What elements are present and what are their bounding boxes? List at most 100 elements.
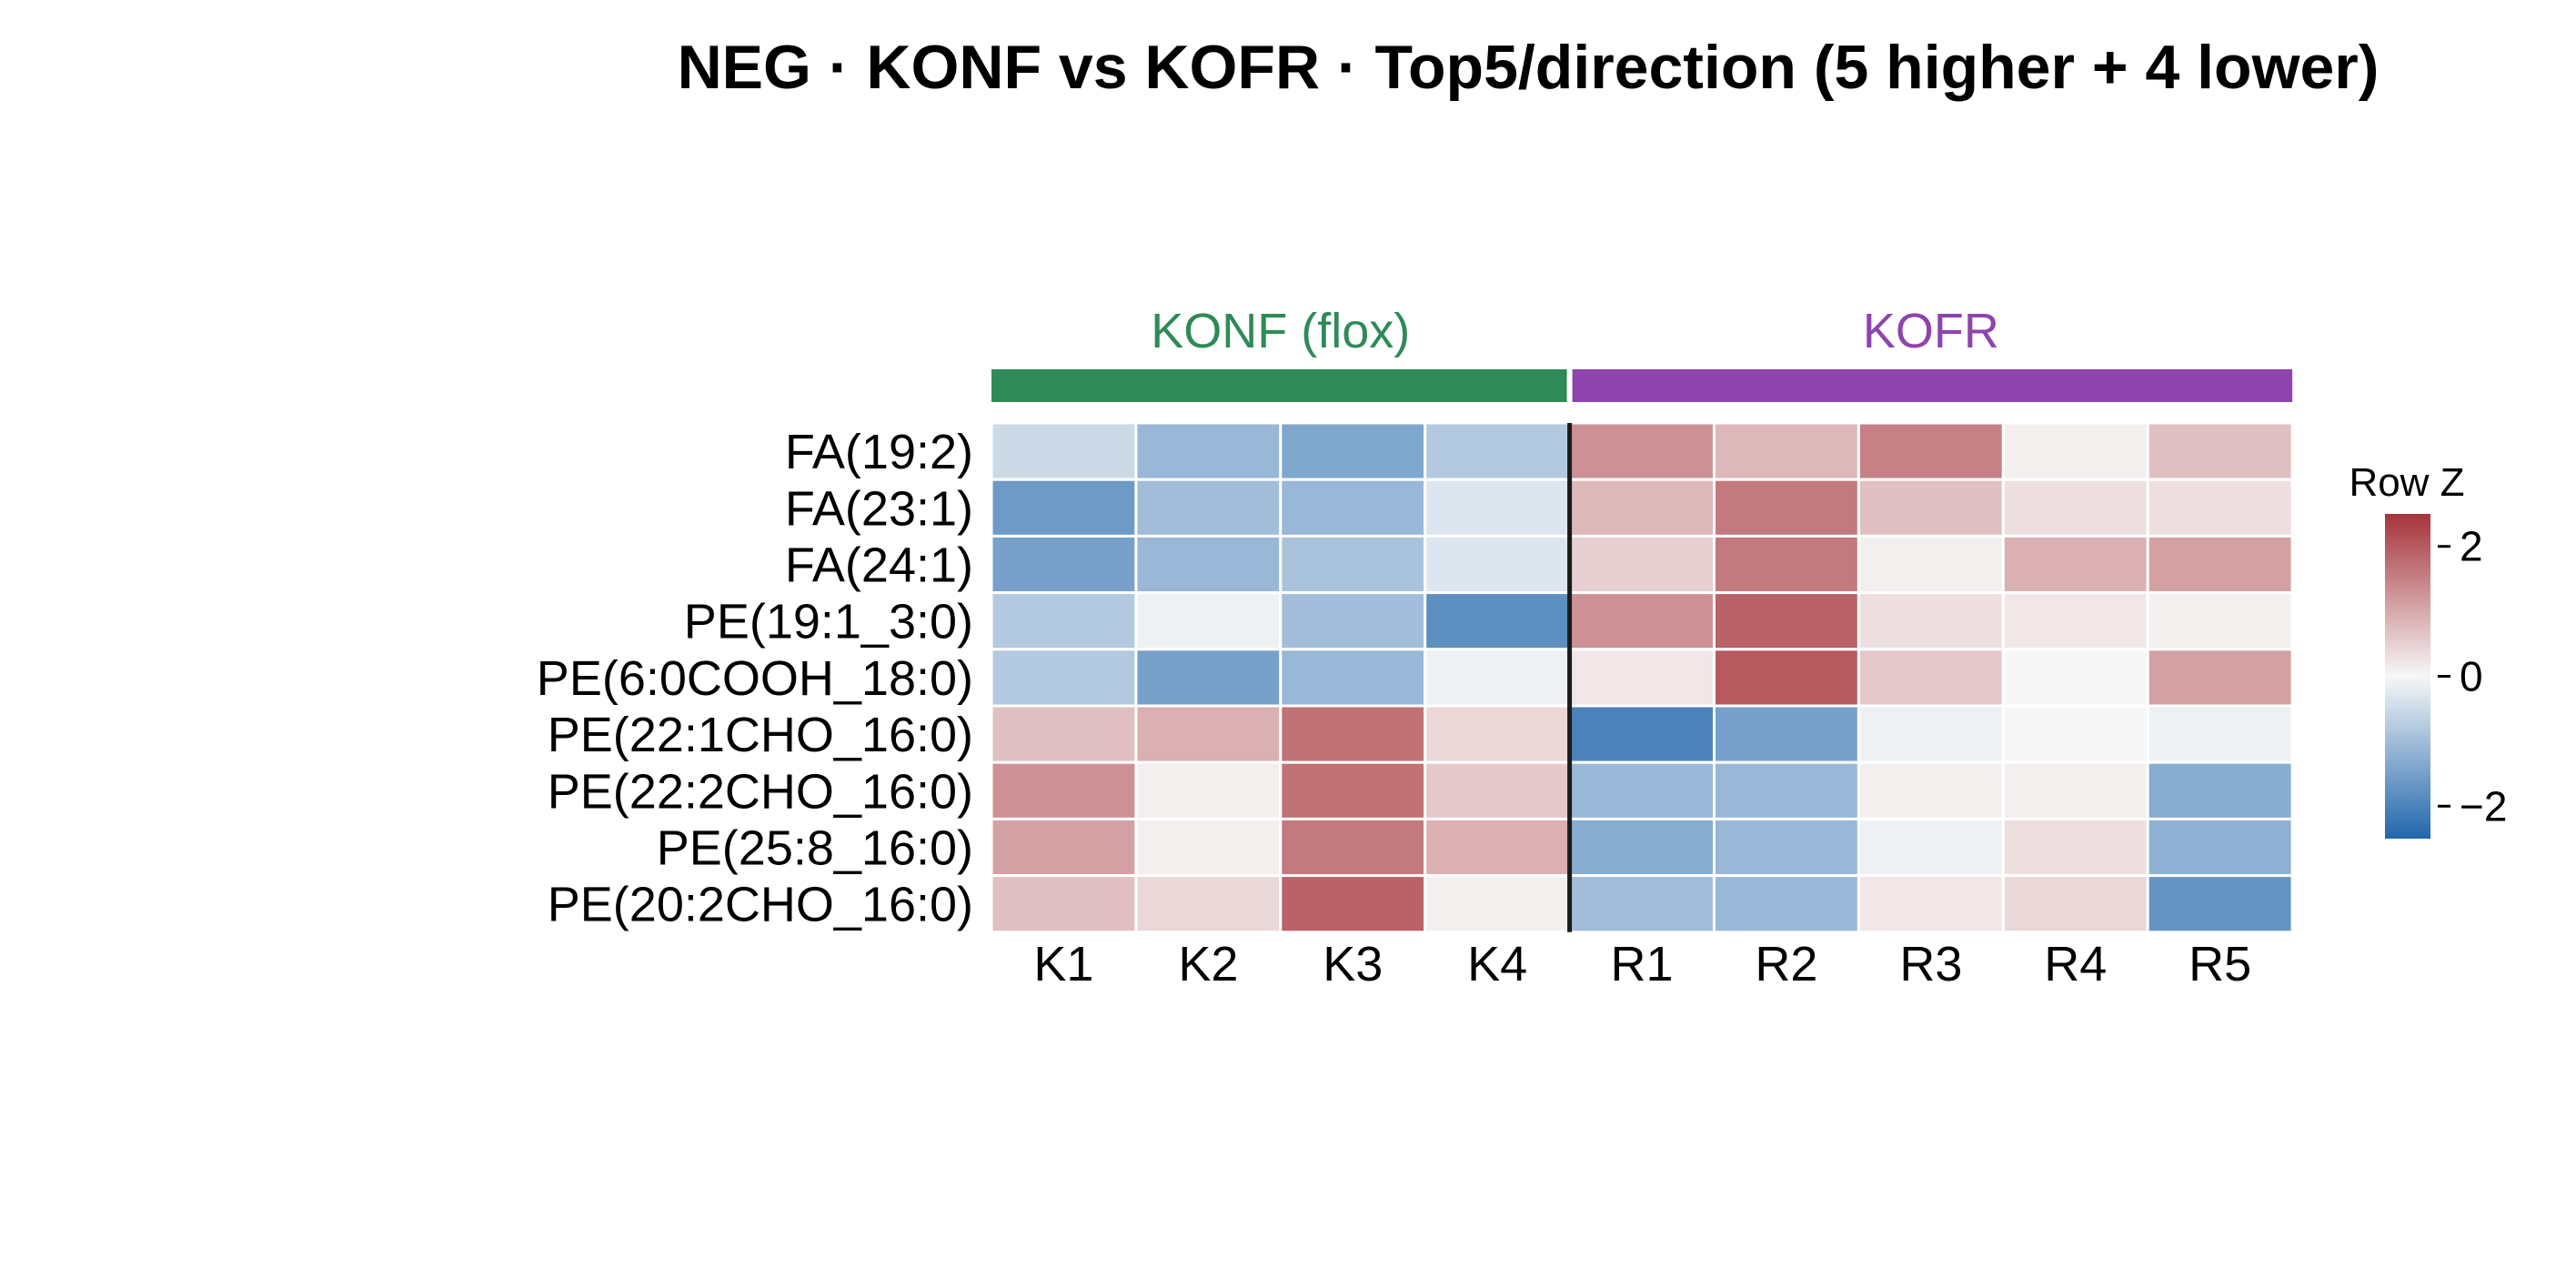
group-label: KOFR (1863, 304, 1999, 358)
heatmap-cell (1279, 478, 1427, 538)
heatmap-cell (1424, 591, 1572, 651)
heatmap-cell (1424, 648, 1572, 708)
heatmap-cell (1279, 591, 1427, 651)
heatmap-cell (1424, 704, 1572, 764)
row-label: PE(22:1CHO_16:0) (548, 708, 973, 762)
group-label: KONF (flox) (1151, 304, 1410, 358)
heatmap-cell (2146, 760, 2294, 820)
heatmap-cell (1134, 817, 1283, 878)
heatmap-cell (1713, 648, 1860, 708)
heatmap-cell (2146, 874, 2294, 934)
heatmap-cell (1568, 874, 1716, 934)
heatmap-cell (1568, 817, 1716, 878)
column-label: R1 (1611, 937, 1674, 991)
heatmap-cell (1713, 534, 1860, 595)
heatmap-cell (2146, 704, 2294, 764)
heatmap-cell (1857, 421, 2005, 481)
heatmap-cell (1713, 760, 1860, 820)
heatmap-cell (1713, 704, 1860, 764)
heatmap-cell (990, 478, 1138, 538)
heatmap-cell (2001, 478, 2149, 538)
heatmap-cell (2146, 421, 2294, 481)
column-label: R5 (2189, 937, 2251, 991)
heatmap-cell (2001, 704, 2149, 764)
heatmap-cell (1568, 704, 1716, 764)
heatmap-cell (990, 817, 1138, 878)
heatmap-cell (1279, 648, 1427, 708)
heatmap-cell (1713, 591, 1860, 651)
heatmap-cell (1134, 421, 1283, 481)
heatmap-cell (1134, 648, 1283, 708)
heatmap-cell (1568, 478, 1716, 538)
heatmap-cells (990, 421, 2294, 934)
heatmap-cell (2001, 534, 2149, 595)
heatmap-cell (1279, 534, 1427, 595)
column-label: K3 (1323, 937, 1383, 991)
heatmap-cell (2001, 591, 2149, 651)
column-label: R2 (1755, 937, 1817, 991)
heatmap-cell (1857, 760, 2005, 820)
heatmap-cell (2001, 874, 2149, 934)
axis-labels: FA(19:2)FA(23:1)FA(24:1)PE(19:1_3:0)PE(6… (537, 425, 2251, 991)
heatmap-cell (990, 591, 1138, 651)
heatmap-cell (1279, 874, 1427, 934)
row-label: PE(6:0COOH_18:0) (537, 651, 973, 706)
heatmap-cell (1713, 421, 1860, 481)
heatmap-cell (2146, 534, 2294, 595)
heatmap-cell (990, 534, 1138, 595)
heatmap-cell (1134, 760, 1283, 820)
row-label: FA(19:2) (785, 425, 973, 479)
heatmap-cell (1857, 478, 2005, 538)
row-label: PE(25:8_16:0) (657, 821, 973, 876)
heatmap-cell (2146, 478, 2294, 538)
heatmap-cell (1568, 591, 1716, 651)
heatmap-cell (1279, 760, 1427, 820)
heatmap-cell (1713, 478, 1860, 538)
heatmap-cell (2001, 648, 2149, 708)
heatmap-cell (1424, 478, 1572, 538)
heatmap-cell (1279, 421, 1427, 481)
heatmap-cell (1713, 874, 1860, 934)
heatmap-cell (1424, 817, 1572, 878)
heatmap-cell (2146, 817, 2294, 878)
heatmap-cell (1857, 874, 2005, 934)
heatmap-cell (1857, 817, 2005, 878)
colorbar-tick-label: −2 (2460, 782, 2507, 830)
heatmap-cell (1857, 534, 2005, 595)
heatmap-cell (1857, 704, 2005, 764)
group-bar (991, 369, 1567, 402)
heatmap-cell (990, 648, 1138, 708)
column-label: R3 (1899, 937, 1962, 991)
heatmap-cell (2146, 648, 2294, 708)
heatmap-cell (990, 874, 1138, 934)
heatmap-cell (1857, 648, 2005, 708)
colorbar-title: Row Z (2349, 460, 2464, 505)
heatmap-cell (1134, 704, 1283, 764)
heatmap-cell (1568, 648, 1716, 708)
heatmap-cell (1134, 591, 1283, 651)
heatmap-cell (2001, 421, 2149, 481)
heatmap-cell (2146, 591, 2294, 651)
column-label: R4 (2044, 937, 2107, 991)
heatmap-cell (1857, 591, 2005, 651)
heatmap-cell (1424, 534, 1572, 595)
heatmap-cell (2001, 817, 2149, 878)
heatmap-cell (1424, 760, 1572, 820)
column-label: K4 (1467, 937, 1527, 991)
heatmap-cell (1279, 817, 1427, 878)
colorbar-gradient (2385, 514, 2430, 839)
row-label: PE(22:2CHO_16:0) (548, 764, 973, 819)
group-annotation: KONF (flox) KOFR (991, 304, 2293, 402)
group-bar (1572, 369, 2293, 402)
heatmap-cell (1279, 704, 1427, 764)
heatmap-cell (1568, 421, 1716, 481)
heatmap-cell (1134, 478, 1283, 538)
row-label: PE(19:1_3:0) (684, 595, 973, 649)
heatmap-cell (1134, 534, 1283, 595)
heatmap-cell (1424, 421, 1572, 481)
heatmap-cell (1568, 534, 1716, 595)
heatmap-cell (2001, 760, 2149, 820)
row-label: FA(23:1) (785, 481, 973, 536)
column-label: K1 (1033, 937, 1093, 991)
